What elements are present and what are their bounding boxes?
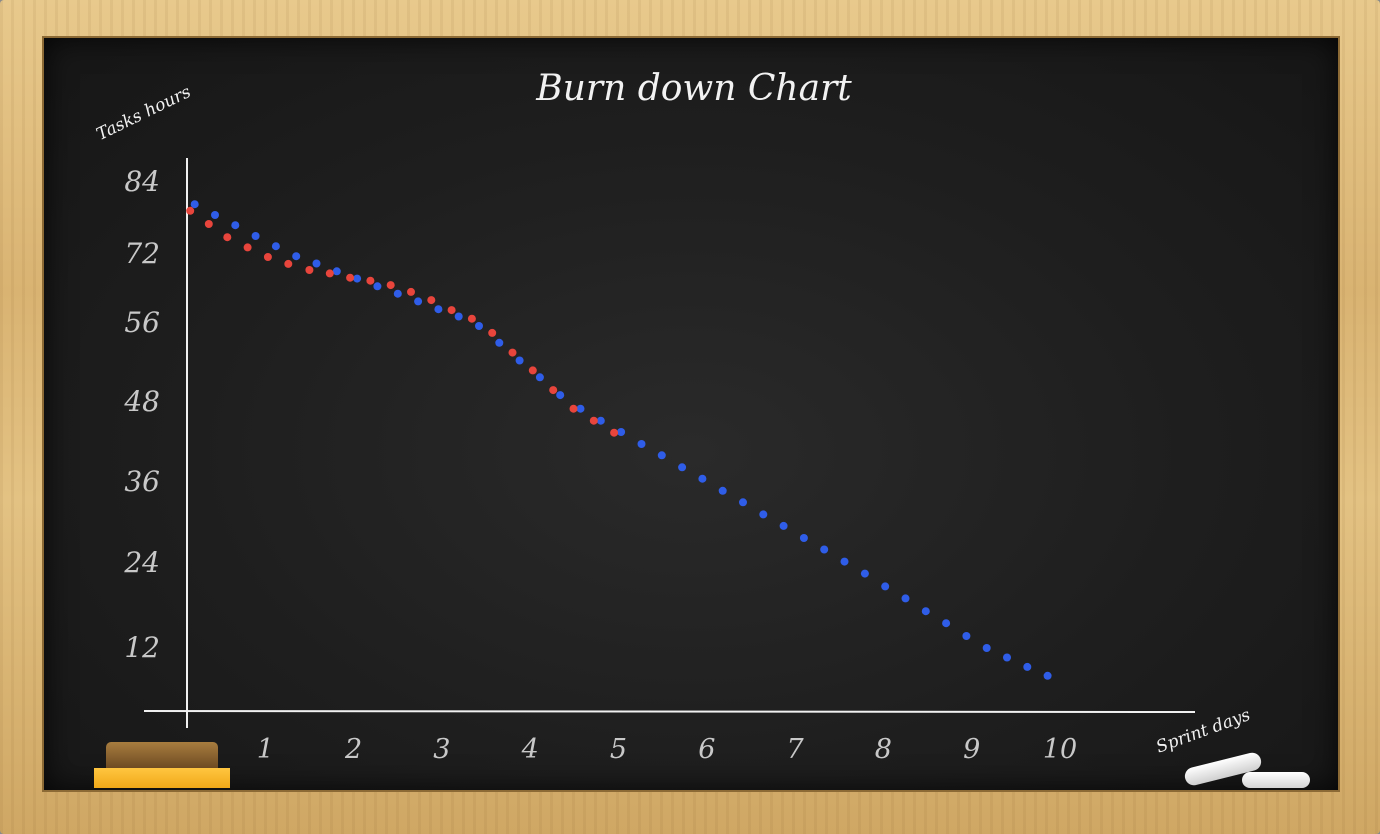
- y-axis-label: Tasks hours: [93, 82, 194, 145]
- blue-series-point: [657, 451, 666, 460]
- eraser-wood-icon: [106, 742, 218, 768]
- red-series-point: [488, 328, 497, 337]
- blue-series-point: [820, 545, 829, 554]
- red-series-point: [186, 206, 195, 215]
- red-series-point: [325, 269, 334, 278]
- blue-series-point: [596, 416, 605, 425]
- x-tick-label: 4: [521, 734, 539, 765]
- blue-series-point: [312, 259, 321, 268]
- blue-series-point: [271, 242, 280, 251]
- y-tick-label: 72: [124, 237, 160, 270]
- blue-series-point: [231, 221, 240, 230]
- red-series-point: [447, 306, 456, 315]
- x-tick-label: 5: [610, 734, 627, 765]
- blue-series-point: [860, 569, 869, 578]
- blue-series-point: [332, 267, 341, 276]
- blue-series-point: [921, 607, 930, 616]
- red-series-point: [366, 276, 375, 285]
- blue-series-point: [353, 274, 362, 283]
- red-series-point: [386, 281, 395, 290]
- red-series-point: [407, 287, 415, 296]
- x-tick-label: 9: [963, 734, 980, 765]
- y-tick-label: 12: [124, 631, 160, 664]
- red-series-point: [204, 220, 213, 228]
- y-tick-label: 48: [123, 385, 160, 418]
- x-tick-label: 1: [257, 734, 274, 765]
- chalkboard: [44, 38, 1338, 790]
- blue-series-point: [475, 322, 483, 330]
- blue-series-point: [779, 521, 788, 530]
- x-axis-line: [143, 710, 1196, 713]
- x-tick-label: 2: [344, 734, 362, 765]
- blue-series-point: [739, 498, 747, 507]
- y-tick-label: 84: [124, 165, 160, 198]
- blue-series-point: [495, 338, 504, 347]
- blue-series-point: [637, 440, 646, 448]
- chart-title: Burn down Chart: [535, 68, 852, 109]
- blue-series-point: [454, 312, 463, 321]
- red-series-point: [305, 266, 314, 274]
- blue-series-point: [678, 463, 687, 472]
- red-series-point: [549, 386, 558, 395]
- blue-series-point: [190, 200, 199, 209]
- red-series-point: [223, 233, 232, 242]
- blue-series-point: [535, 373, 544, 382]
- y-tick-label: 56: [124, 306, 160, 339]
- blue-series-point: [840, 557, 849, 566]
- blue-series-point: [373, 282, 382, 291]
- blue-series-point: [515, 356, 524, 365]
- blue-series-point: [759, 510, 768, 519]
- x-tick-label: 8: [875, 734, 892, 765]
- x-tick-label: 6: [698, 734, 715, 765]
- x-tick-label: 10: [1043, 734, 1077, 765]
- blue-series-point: [211, 211, 219, 219]
- red-series-point: [589, 416, 598, 425]
- blue-series-point: [718, 486, 727, 495]
- blue-series-point: [251, 232, 260, 240]
- red-series-point: [467, 314, 476, 323]
- blue-series-point: [1003, 653, 1011, 662]
- blue-series-point: [414, 297, 423, 306]
- blue-series-point: [982, 644, 991, 652]
- blue-series-point: [799, 534, 808, 542]
- y-tick-label: 24: [123, 546, 160, 579]
- blue-series-point: [393, 289, 402, 298]
- blue-series-point: [942, 619, 951, 628]
- blue-series-point: [617, 428, 626, 436]
- blue-series-point: [1023, 662, 1032, 671]
- blue-series-point: [698, 474, 707, 483]
- red-series-point: [508, 348, 517, 357]
- red-series-point: [243, 243, 252, 252]
- red-series-point: [346, 273, 355, 282]
- red-series-point: [569, 404, 578, 413]
- x-tick-label: 3: [433, 734, 450, 765]
- eraser-felt-icon: [94, 768, 230, 788]
- red-series-point: [263, 253, 272, 261]
- blue-series-point: [292, 252, 301, 261]
- blue-series-point: [1043, 671, 1052, 680]
- blue-series-point: [881, 582, 890, 591]
- red-series-point: [427, 296, 436, 305]
- red-series-point: [528, 366, 537, 375]
- chalk-stick-icon: [1242, 772, 1310, 788]
- y-tick-label: 36: [124, 465, 160, 498]
- blue-series-point: [962, 632, 971, 640]
- x-tick-label: 7: [787, 734, 805, 765]
- blue-series-point: [556, 391, 565, 400]
- blue-series-point: [434, 305, 443, 314]
- blue-series-point: [576, 404, 585, 413]
- blue-series-point: [901, 594, 910, 603]
- red-series-point: [284, 259, 293, 268]
- red-series-point: [610, 428, 619, 437]
